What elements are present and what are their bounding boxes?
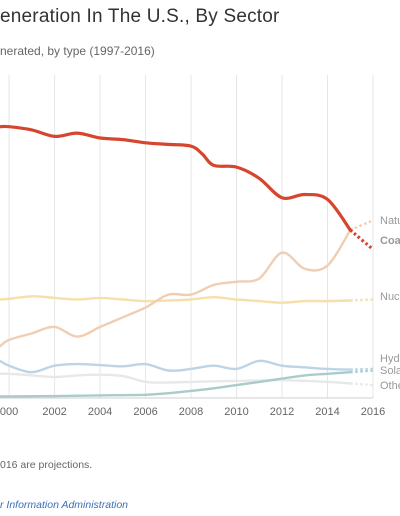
x-tick-label: 2002 [42,406,66,418]
series-projection-sola [350,369,374,374]
series-label-nuc: Nuc [380,291,400,303]
series-label-natu: Natu [380,215,400,227]
chart-series-lines [0,124,375,398]
chart-title: eneration In The U.S., By Sector [0,6,280,27]
series-projection-othe [350,382,374,387]
x-axis-ticks: 000 2002 2004 2006 2008 2010 2012 2014 2016 [0,406,385,418]
x-tick-label: 2008 [179,406,203,418]
series-label-coa: Coa [380,235,400,247]
series-line-sola [0,371,352,398]
series-label-sola: Sola [380,365,400,377]
chart-grid [0,75,374,399]
x-tick-label: 2014 [315,406,339,418]
series-line-natu [0,228,352,348]
series-label-hyd: Hyd [380,353,400,365]
x-tick-label: 2004 [88,406,112,418]
source-link[interactable]: r Information Administration [0,499,128,511]
series-line-nuc [0,295,352,304]
x-tick-label: 2010 [224,406,248,418]
series-projection-coa [349,228,375,251]
series-projection-nuc [350,298,374,302]
projection-note: 016 are projections. [0,459,93,471]
series-line-hyd [0,359,352,374]
x-tick-label: 2012 [270,406,294,418]
series-projection-natu [349,219,374,232]
series-projection-hyd [350,367,374,371]
series-line-coa [0,124,352,232]
x-tick-label: 2016 [361,406,385,418]
series-label-othe: Othe [380,380,400,392]
chart-subtitle: nerated, by type (1997-2016) [0,44,155,58]
x-tick-label: 2006 [133,406,157,418]
x-tick-label: 000 [0,406,18,418]
